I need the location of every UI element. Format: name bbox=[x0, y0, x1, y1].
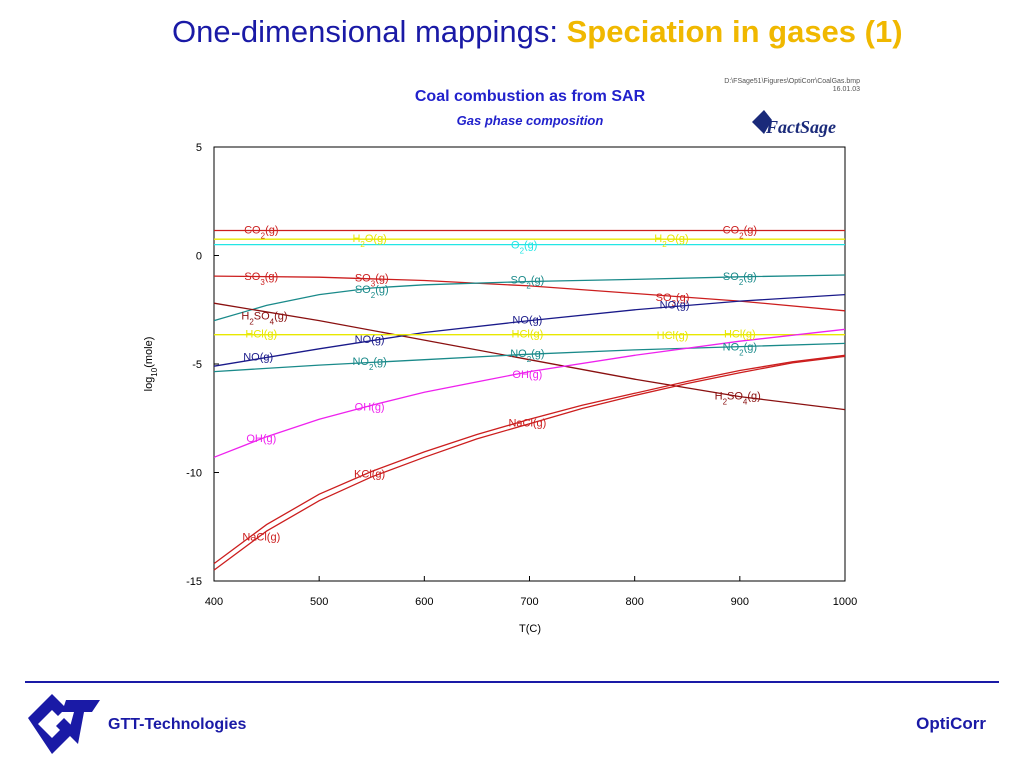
company-name: GTT-Technologies bbox=[108, 716, 247, 733]
series-line-h2so4g bbox=[213, 302, 846, 411]
series-label: O2(g) bbox=[511, 240, 537, 256]
chart-title: Coal combustion as from SAR bbox=[415, 88, 646, 105]
series-label: SO2(g) bbox=[510, 274, 544, 290]
y-tick-label: -10 bbox=[186, 468, 202, 480]
series-label: H2O(g) bbox=[654, 233, 688, 249]
gtt-logo-t-shape bbox=[62, 700, 100, 744]
chart-subtitle: Gas phase composition bbox=[457, 113, 604, 128]
series-line-kclg bbox=[213, 354, 846, 565]
series-label: NO(g) bbox=[355, 334, 385, 346]
series-label: NO2(g) bbox=[723, 342, 757, 358]
series-label: SO2(g) bbox=[723, 271, 757, 287]
y-tick-label: -15 bbox=[186, 576, 202, 588]
series-label: NO2(g) bbox=[352, 356, 386, 372]
x-axis-label: T(C) bbox=[519, 623, 541, 635]
series-line-no2g bbox=[213, 342, 846, 373]
series-label: OH(g) bbox=[512, 369, 542, 381]
slide-title-highlight: Speciation in gases (1) bbox=[566, 14, 903, 49]
series-label: SO3(g) bbox=[244, 271, 278, 287]
series-label: KCl(g) bbox=[354, 469, 385, 481]
factsage-logo-mark bbox=[752, 110, 772, 134]
speciation-chart: Coal combustion as from SAR Gas phase co… bbox=[143, 78, 860, 635]
series-label: HCl(g) bbox=[245, 329, 277, 341]
series-label: NO2(g) bbox=[510, 348, 544, 364]
series-label: HCl(g) bbox=[657, 330, 689, 342]
series-label: SO2(g) bbox=[355, 284, 389, 300]
x-tick-label: 500 bbox=[310, 596, 328, 608]
x-tick-label: 800 bbox=[625, 596, 643, 608]
factsage-logo-text: FactSage bbox=[765, 117, 836, 137]
file-path-line1: D:\FSage51\Figures\OptiCorr\CoalGas.bmp bbox=[724, 78, 860, 85]
series-label: NaCl(g) bbox=[242, 532, 280, 544]
series-line-nog bbox=[213, 293, 846, 367]
series-label: H2SO4(g) bbox=[241, 310, 287, 326]
product-name: OptiCorr bbox=[916, 714, 986, 733]
footer-divider bbox=[25, 681, 999, 683]
slide-title: One-dimensional mappings: Speciation in … bbox=[172, 14, 903, 50]
x-tick-label: 700 bbox=[520, 596, 538, 608]
series-label: NO(g) bbox=[660, 299, 690, 311]
slide-title-main: One-dimensional mappings: bbox=[172, 14, 567, 49]
series-label: NO(g) bbox=[243, 351, 273, 363]
series-label: CO2(g) bbox=[723, 225, 757, 241]
series-label: NO(g) bbox=[512, 315, 542, 327]
factsage-logo: FactSage bbox=[752, 110, 836, 137]
series-label: CO2(g) bbox=[244, 225, 278, 241]
x-tick-label: 900 bbox=[731, 596, 749, 608]
series-line-ohg bbox=[213, 328, 846, 458]
y-tick-label: -5 bbox=[192, 359, 202, 371]
series-label: SO3(g) bbox=[656, 292, 690, 308]
series-label: H2O(g) bbox=[352, 233, 386, 249]
series-label: OH(g) bbox=[355, 401, 385, 413]
series-label: H2SO4(g) bbox=[715, 391, 761, 407]
series-line-so2g bbox=[213, 274, 846, 322]
series-label: HCl(g) bbox=[512, 329, 544, 341]
file-path-line2: 16.01.03 bbox=[833, 86, 860, 93]
x-tick-label: 1000 bbox=[833, 596, 857, 608]
y-axis-label: log10(mole) bbox=[143, 337, 159, 392]
plot-area bbox=[213, 146, 846, 582]
y-tick-label: 5 bbox=[196, 142, 202, 154]
x-tick-label: 400 bbox=[205, 596, 223, 608]
series-label: NaCl(g) bbox=[508, 418, 546, 430]
series-line-naclg bbox=[213, 355, 846, 571]
x-tick-label: 600 bbox=[415, 596, 433, 608]
series-label: SO3(g) bbox=[355, 272, 389, 288]
series-label: HCl(g) bbox=[724, 329, 756, 341]
y-tick-label: 0 bbox=[196, 251, 202, 263]
series-label: OH(g) bbox=[246, 433, 276, 445]
gtt-logo bbox=[28, 694, 100, 754]
